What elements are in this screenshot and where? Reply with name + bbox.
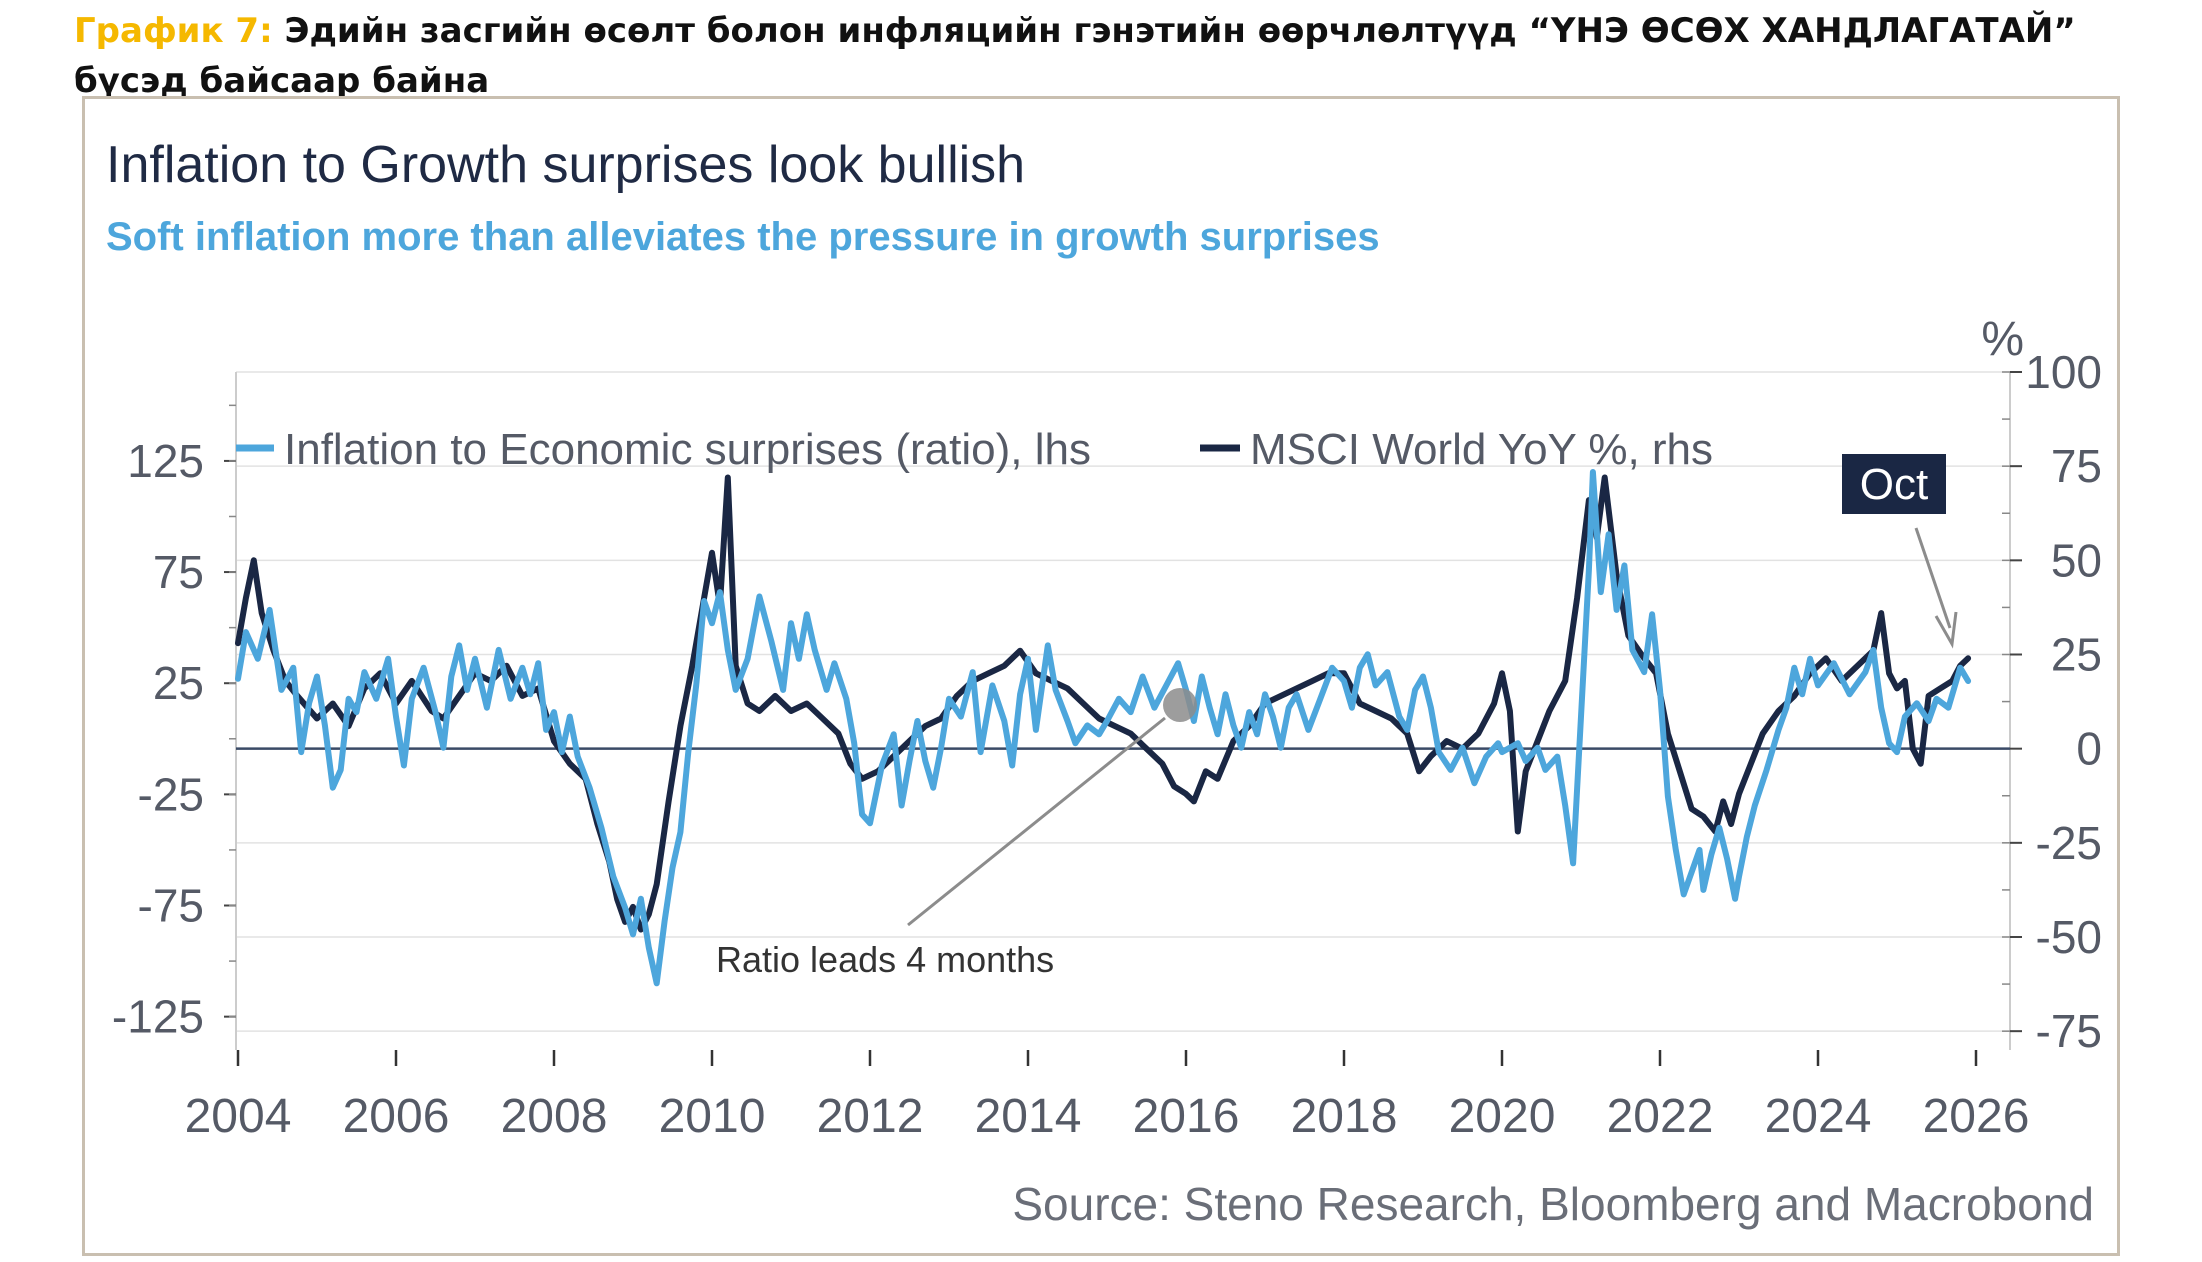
annotation-marker xyxy=(1163,688,1197,722)
annotation-ratio-leads: Ratio leads 4 months xyxy=(716,939,1054,980)
left-axis-tick-label: -25 xyxy=(138,768,204,820)
right-axis-tick-label: 0 xyxy=(2076,723,2102,775)
legend-label-ratio: Inflation to Economic surprises (ratio),… xyxy=(284,425,1091,474)
chart-source: Source: Steno Research, Bloomberg and Ma… xyxy=(1012,1178,2094,1230)
left-axis-tick-label: 125 xyxy=(127,435,204,487)
x-axis-tick-label: 2022 xyxy=(1607,1090,1714,1143)
caption-lead: График 7: xyxy=(74,11,273,51)
left-axis-tick-label: 75 xyxy=(153,546,204,598)
right-axis: 100 75 50 25 0 -25 -50 -75 xyxy=(2002,346,2102,1057)
annotation-oct-label: Oct xyxy=(1860,460,1928,509)
caption-text: Эдийн засгийн өсөлт болон инфляцийн гэнэ… xyxy=(74,11,2076,101)
annotation-oct-arrow xyxy=(1914,527,1952,629)
right-axis-tick-label: 100 xyxy=(2025,346,2102,398)
x-axis: 2004 2006 2008 2010 2012 2014 2016 2018 2020 2022… xyxy=(185,1050,2030,1143)
left-axis-tick-label: -125 xyxy=(112,991,204,1043)
x-axis-tick-label: 2004 xyxy=(185,1090,292,1143)
x-axis-tick-label: 2006 xyxy=(343,1090,450,1143)
chart-subtitle: Soft inflation more than alleviates the … xyxy=(106,215,1380,259)
x-axis-tick-label: 2010 xyxy=(659,1090,766,1143)
x-axis-tick-label: 2018 xyxy=(1291,1090,1398,1143)
right-axis-unit: % xyxy=(1981,313,2024,366)
right-axis-tick-label: -50 xyxy=(2036,911,2102,963)
x-axis-tick-label: 2020 xyxy=(1449,1090,1556,1143)
x-axis-tick-label: 2012 xyxy=(817,1090,924,1143)
right-axis-tick-label: 75 xyxy=(2051,440,2102,492)
left-axis-tick-label: 25 xyxy=(153,657,204,709)
annotation-oct-arrowhead xyxy=(1934,611,1958,649)
x-axis-tick-label: 2016 xyxy=(1133,1090,1240,1143)
x-axis-tick-label: 2024 xyxy=(1765,1090,1872,1143)
annotation-leader xyxy=(907,716,1166,927)
left-axis: 125 75 25 -25 -75 -125 xyxy=(112,372,237,1050)
x-axis-tick-label: 2014 xyxy=(975,1090,1082,1143)
x-axis-tick-label: 2026 xyxy=(1923,1090,2030,1143)
chart-title: Inflation to Growth surprises look bulli… xyxy=(106,136,1025,194)
annotation-oct-box xyxy=(1842,454,1946,514)
right-axis-tick-label: 50 xyxy=(2051,534,2102,586)
right-axis-tick-label: 25 xyxy=(2051,629,2102,681)
series-line-ratio xyxy=(235,469,1972,987)
right-axis-tick-label: -25 xyxy=(2036,817,2102,869)
x-axis-tick-label: 2008 xyxy=(501,1090,608,1143)
legend-label-msci: MSCI World YoY %, rhs xyxy=(1250,425,1713,474)
series-group xyxy=(235,469,1972,987)
right-axis-tick-label: -75 xyxy=(2036,1005,2102,1057)
left-axis-tick-label: -75 xyxy=(138,880,204,932)
figure-caption: График 7: Эдийн засгийн өсөлт болон инфл… xyxy=(74,6,2154,106)
